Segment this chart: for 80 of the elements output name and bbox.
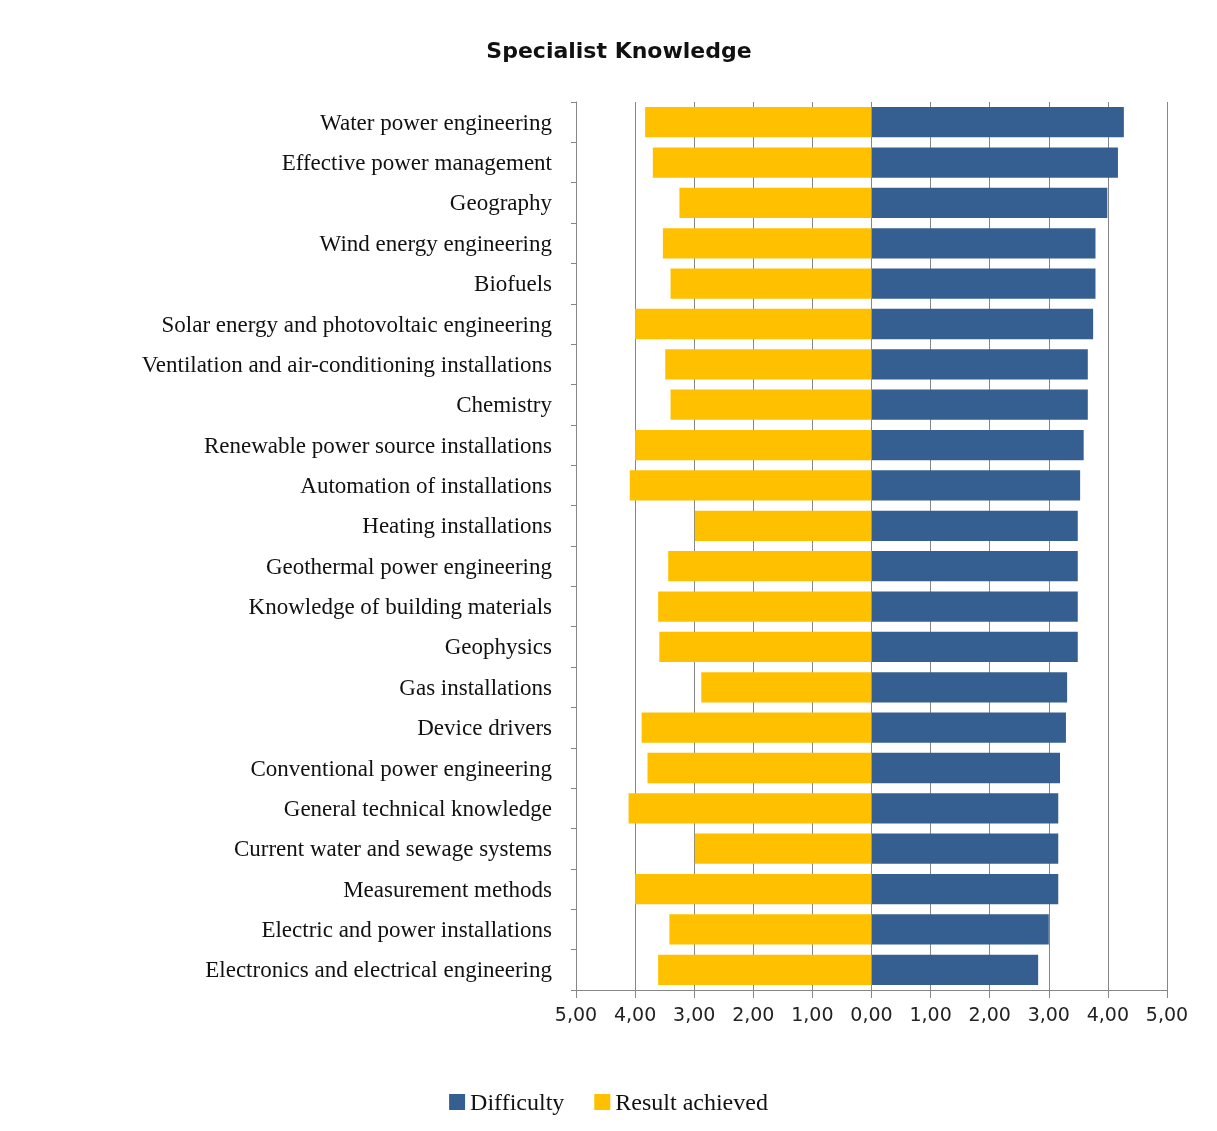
bar (658, 591, 872, 622)
bar (871, 349, 1088, 380)
y-tick-label: Biofuels (474, 271, 553, 297)
bar (658, 954, 872, 985)
y-tick-label: Chemistry (456, 392, 553, 418)
bar (871, 389, 1088, 420)
x-tick-label: 1,00 (909, 1002, 952, 1025)
y-tick-label: Automation of installations (300, 472, 553, 498)
bar (871, 429, 1084, 461)
y-tick-label: Heating installations (362, 513, 553, 539)
bar (641, 712, 872, 743)
bar (871, 672, 1068, 703)
bar (871, 187, 1108, 219)
y-tick-label: Solar energy and photovoltaic engineering (161, 311, 553, 337)
x-tick-label: 5,00 (1145, 1002, 1189, 1025)
bar (871, 551, 1078, 582)
bar (670, 389, 872, 420)
y-tick-label: Ventilation and air-conditioning installations (141, 351, 553, 377)
bar (668, 551, 872, 582)
bar (652, 147, 872, 178)
x-tick-label: 2,00 (732, 1002, 775, 1025)
bar (628, 793, 872, 824)
bar (629, 470, 872, 501)
bar (871, 712, 1066, 743)
bar (670, 268, 872, 299)
bar (871, 793, 1059, 824)
bar (871, 833, 1059, 864)
y-tick-label: Electronics and electrical engineering (205, 957, 553, 983)
y-tick-label: Current water and sewage systems (233, 836, 553, 862)
y-tick-label: Measurement methods (343, 876, 553, 902)
y-tick-label: Effective power management (281, 150, 553, 176)
bar (871, 107, 1124, 138)
x-tick-label: 0,00 (850, 1002, 893, 1025)
x-tick-label: 4,00 (1086, 1002, 1130, 1025)
x-tick-label: 4,00 (613, 1002, 657, 1025)
y-tick-label: Renewable power source installations (203, 432, 553, 458)
y-tick-label: Wind energy engineering (319, 230, 553, 256)
y-tick-label: Knowledge of building materials (248, 594, 553, 620)
bar (694, 510, 872, 541)
bar (871, 914, 1049, 945)
bar (669, 914, 872, 945)
y-tick-label: General technical knowledge (283, 795, 552, 821)
y-tick-label: Device drivers (417, 715, 553, 741)
bar (679, 187, 872, 219)
bar (635, 308, 872, 340)
bar (647, 752, 872, 784)
bar (871, 308, 1094, 340)
bar (871, 147, 1118, 178)
x-tick-label: 5,00 (554, 1002, 598, 1025)
chart-title: Specialist Knowledge (486, 37, 752, 63)
bar (871, 591, 1078, 622)
bar (871, 954, 1039, 985)
y-tick-label: Water power engineering (320, 109, 553, 135)
bar (645, 107, 872, 138)
bar (871, 470, 1081, 501)
legend-label: Difficulty (470, 1089, 565, 1115)
bar (871, 268, 1096, 299)
bar (662, 228, 872, 259)
x-tick-label: 2,00 (968, 1002, 1011, 1025)
bar (659, 631, 872, 663)
bar (871, 752, 1061, 784)
bar (635, 429, 872, 461)
bar (694, 833, 872, 864)
y-tick-label: Electric and power installations (261, 916, 553, 942)
y-tick-label: Geography (449, 190, 553, 216)
y-tick-label: Geothermal power engineering (265, 553, 553, 579)
bar (871, 228, 1096, 259)
legend-label: Result achieved (615, 1089, 768, 1115)
bar (635, 873, 872, 905)
x-tick-label: 1,00 (791, 1002, 834, 1025)
bar (665, 349, 872, 380)
bar (871, 873, 1059, 905)
bar (871, 510, 1078, 541)
y-tick-label: Geophysics (444, 634, 553, 660)
bar (701, 672, 872, 703)
x-tick-label: 3,00 (673, 1002, 716, 1025)
bar (871, 631, 1078, 663)
y-tick-label: Conventional power engineering (250, 755, 553, 781)
y-tick-label: Gas installations (399, 674, 553, 700)
x-tick-label: 3,00 (1027, 1002, 1070, 1025)
